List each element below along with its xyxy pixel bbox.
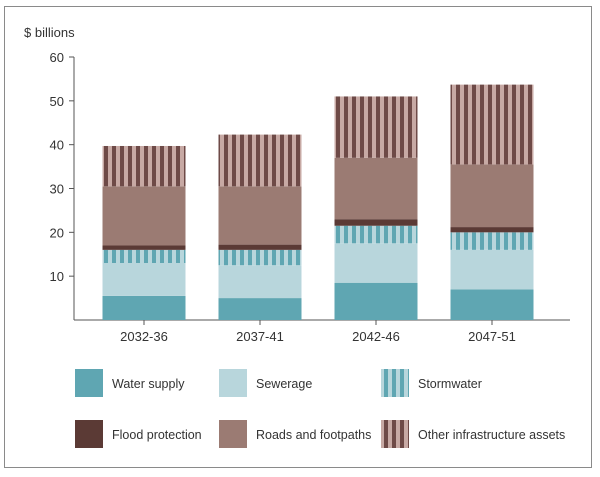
x-tick-label: 2047-51 xyxy=(468,329,516,344)
bar-segment-stormwater xyxy=(450,232,534,250)
legend-label: Roads and footpaths xyxy=(256,428,371,442)
bar-segment-sewerage xyxy=(450,249,534,290)
bar-segment-flood-protection xyxy=(218,244,302,250)
bar-segment-other-infrastructure-assets xyxy=(334,96,418,158)
bar-segment-sewerage xyxy=(334,243,418,283)
bar-segment-sewerage xyxy=(102,263,186,296)
x-tick-label: 2037-41 xyxy=(236,329,284,344)
bar-segment-sewerage xyxy=(218,265,302,299)
bar-segment-flood-protection xyxy=(334,219,418,226)
y-tick-label: 30 xyxy=(50,182,64,197)
bar-segment-roads-and-footpaths xyxy=(102,186,186,246)
legend-label: Water supply xyxy=(112,377,185,391)
bar-segment-flood-protection xyxy=(102,245,186,250)
legend-swatch xyxy=(219,369,247,397)
legend-label: Stormwater xyxy=(418,377,482,391)
bar-segment-flood-protection xyxy=(450,227,534,233)
y-tick-label: 20 xyxy=(50,225,64,240)
bar-segment-water-supply xyxy=(334,282,418,320)
legend-swatch xyxy=(381,420,409,448)
y-tick-label: 40 xyxy=(50,138,64,153)
legend-swatch xyxy=(219,420,247,448)
bar-segment-other-infrastructure-assets xyxy=(102,145,186,187)
legend-label: Other infrastructure assets xyxy=(418,428,565,442)
bar-segment-stormwater xyxy=(334,225,418,244)
legend-swatch xyxy=(381,369,409,397)
bar-segment-water-supply xyxy=(102,295,186,320)
legend-label: Sewerage xyxy=(256,377,312,391)
legend-swatch xyxy=(75,369,103,397)
y-tick-label: 60 xyxy=(50,50,64,65)
legend-label: Flood protection xyxy=(112,428,202,442)
bar-segment-water-supply xyxy=(450,289,534,320)
bar-segment-other-infrastructure-assets xyxy=(450,84,534,165)
y-axis-label: $ billions xyxy=(24,25,75,40)
y-tick-label: 10 xyxy=(50,269,64,284)
x-tick-label: 2042-46 xyxy=(352,329,400,344)
bar-segment-water-supply xyxy=(218,298,302,320)
bar-segment-other-infrastructure-assets xyxy=(218,134,302,187)
bar-segment-stormwater xyxy=(218,249,302,266)
y-tick-label: 50 xyxy=(50,94,64,109)
x-tick-label: 2032-36 xyxy=(120,329,168,344)
bar-segment-roads-and-footpaths xyxy=(450,164,534,228)
legend-swatch xyxy=(75,420,103,448)
bar-segment-roads-and-footpaths xyxy=(218,186,302,245)
bar-segment-stormwater xyxy=(102,249,186,264)
bar-segment-roads-and-footpaths xyxy=(334,157,418,220)
